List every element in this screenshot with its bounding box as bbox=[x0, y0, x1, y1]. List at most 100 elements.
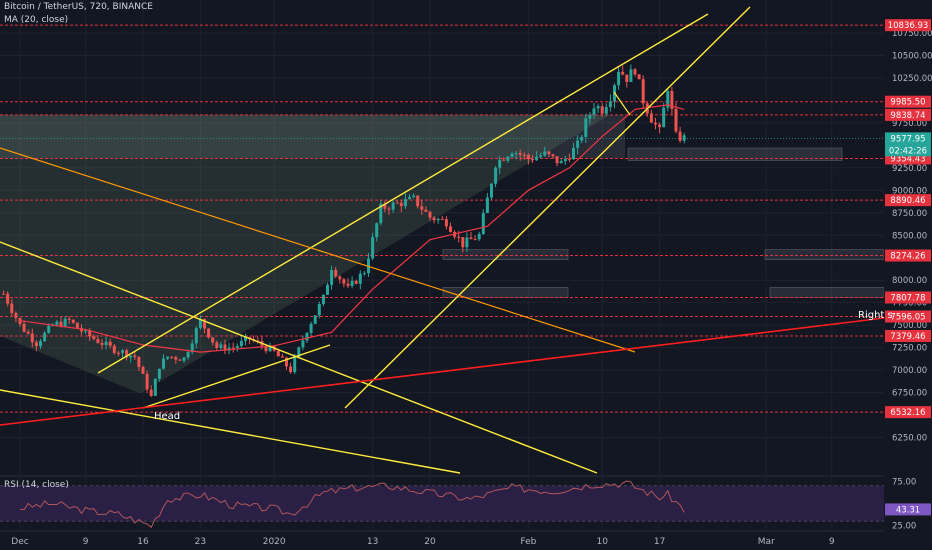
time-tick-label: Dec bbox=[11, 537, 28, 547]
candle bbox=[358, 270, 362, 290]
candle bbox=[129, 355, 133, 363]
price-axis[interactable]: 10750.00 10500.00 10250.00 9750.00 9250.00 90… bbox=[884, 0, 932, 550]
candle bbox=[219, 341, 223, 351]
rsi-band bbox=[0, 485, 884, 522]
candle bbox=[112, 344, 116, 355]
candle bbox=[506, 155, 510, 163]
candle bbox=[223, 339, 227, 355]
candle bbox=[522, 152, 526, 160]
candle bbox=[207, 328, 211, 339]
candle bbox=[670, 86, 674, 115]
time-tick-label: 9 bbox=[829, 537, 835, 547]
candle bbox=[633, 67, 637, 77]
candle bbox=[104, 336, 108, 350]
wedge-lower-trendline bbox=[344, 6, 751, 409]
neckline-short bbox=[142, 344, 331, 409]
candle bbox=[231, 342, 235, 353]
candle bbox=[26, 329, 30, 335]
candle bbox=[301, 335, 305, 351]
price-tick-label: 8750.00 bbox=[892, 209, 927, 219]
level-badge-label: 7596.05 bbox=[890, 313, 925, 323]
level-badge bbox=[885, 329, 931, 342]
candle bbox=[137, 356, 141, 371]
candle bbox=[436, 217, 440, 224]
candle bbox=[235, 343, 239, 352]
price-tick-label: 8500.00 bbox=[892, 231, 927, 241]
candle bbox=[133, 351, 137, 360]
time-axis[interactable]: Dec 9 16 23 2020 13 20 Feb 10 17 Mar 9 bbox=[11, 537, 835, 547]
descending-trendline-1 bbox=[0, 241, 598, 474]
time-tick-label: 13 bbox=[367, 537, 378, 547]
candle bbox=[321, 294, 325, 307]
level-badge bbox=[885, 194, 931, 207]
candle bbox=[477, 231, 481, 242]
candle bbox=[211, 337, 215, 346]
candle bbox=[481, 209, 485, 235]
candle bbox=[403, 193, 407, 209]
time-tick-label: 17 bbox=[654, 537, 665, 547]
candle bbox=[682, 132, 686, 144]
candle bbox=[572, 142, 575, 160]
candle bbox=[416, 195, 420, 209]
candle bbox=[412, 193, 416, 199]
price-box bbox=[764, 249, 885, 260]
candle bbox=[350, 276, 354, 289]
candle bbox=[535, 151, 539, 161]
candle bbox=[469, 231, 473, 240]
candle bbox=[371, 232, 375, 261]
candle bbox=[399, 200, 403, 212]
price-tick-label: 7000.00 bbox=[892, 366, 927, 376]
candle bbox=[338, 275, 342, 284]
price-box bbox=[442, 249, 569, 260]
candle bbox=[244, 333, 247, 346]
candle bbox=[30, 328, 34, 348]
level-badge-label: 6532.16 bbox=[890, 408, 925, 418]
time-tick-label: Feb bbox=[520, 537, 536, 547]
resistance-zone bbox=[0, 114, 625, 159]
candle bbox=[362, 271, 366, 276]
level-badge-label: 7807.78 bbox=[890, 293, 925, 303]
rsi-indicator-label[interactable]: RSI (14, close) bbox=[4, 480, 69, 490]
right-shoulder-annotation: Right s bbox=[858, 310, 893, 321]
bar-countdown-label: 02:42:26 bbox=[889, 146, 927, 156]
level-badge bbox=[885, 19, 931, 32]
candle bbox=[658, 122, 662, 134]
price-tick-label: 10750.00 bbox=[892, 29, 932, 39]
candle bbox=[498, 156, 502, 175]
candle bbox=[14, 311, 18, 323]
symbol-title[interactable]: Bitcoin / TetherUS, 720, BINANCE bbox=[4, 2, 153, 12]
drawings-over bbox=[0, 6, 885, 474]
level-badge-label: 10836.93 bbox=[888, 21, 929, 31]
level-badge bbox=[885, 95, 931, 108]
candle bbox=[649, 109, 653, 123]
candle bbox=[170, 356, 174, 359]
candle bbox=[608, 94, 612, 112]
candle bbox=[621, 65, 625, 76]
level-badge-label: 9354.43 bbox=[890, 154, 925, 164]
ma-indicator-label[interactable]: MA (20, close) bbox=[4, 15, 69, 25]
candle bbox=[334, 266, 338, 279]
candle bbox=[100, 338, 104, 350]
rsi-line bbox=[19, 480, 685, 529]
level-badge-label: 9838.74 bbox=[890, 111, 925, 121]
candle bbox=[75, 322, 79, 329]
candle bbox=[116, 350, 120, 357]
rsi-value-label: 43.31 bbox=[896, 505, 920, 515]
candle bbox=[309, 321, 313, 336]
candle bbox=[289, 362, 293, 374]
candle bbox=[215, 340, 219, 351]
rsi-tick-label: 75.00 bbox=[892, 477, 916, 487]
candle bbox=[567, 153, 571, 163]
candle bbox=[555, 156, 559, 167]
rsi-tick-label: 25.00 bbox=[892, 522, 916, 532]
price-tick-label: 7500.00 bbox=[892, 321, 927, 331]
candle bbox=[34, 339, 38, 352]
price-box bbox=[769, 287, 885, 298]
level-badge bbox=[885, 310, 931, 323]
price-tick-label: 6750.00 bbox=[892, 389, 927, 399]
horizontal-levels bbox=[0, 24, 884, 413]
descending-trendline-2 bbox=[0, 389, 461, 474]
level-badge bbox=[885, 108, 931, 121]
time-tick-label: 10 bbox=[596, 537, 608, 547]
